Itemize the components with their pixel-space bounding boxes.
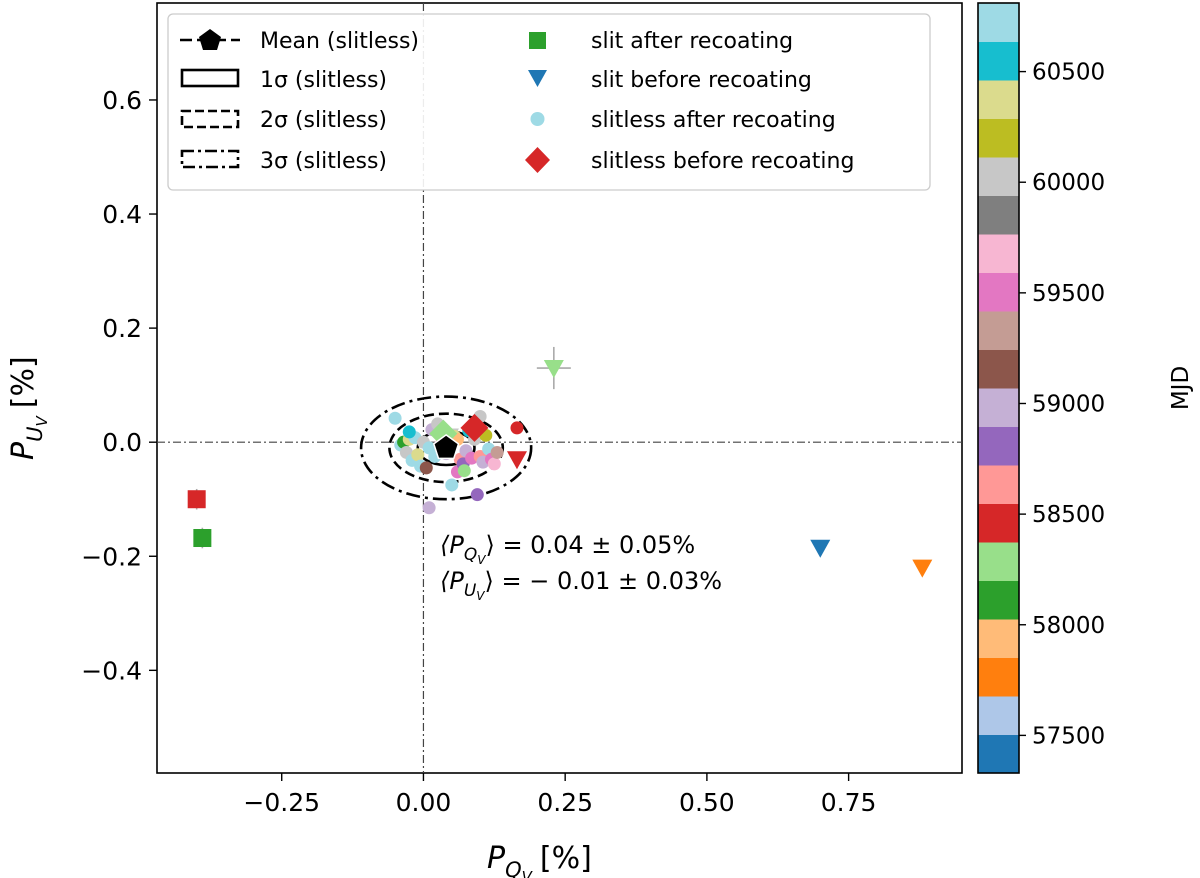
point-circle — [419, 461, 433, 475]
point-circle — [422, 501, 436, 515]
colorbar-segment — [978, 80, 1019, 119]
point-triangle-down — [912, 559, 933, 578]
colorbar-segment — [978, 465, 1019, 504]
colorbar-segment — [978, 195, 1019, 235]
colorbar-segment — [978, 657, 1019, 697]
legend-slitless-before-diamond-icon — [525, 147, 550, 173]
annotation-line-2: ⟨PUV⟩ = − 0.01 ± 0.03% — [440, 567, 722, 603]
colorbar-segment — [978, 619, 1019, 658]
data-points — [187, 346, 933, 578]
colorbar-tick-label: 60000 — [1032, 170, 1105, 196]
colorbar-segment — [978, 734, 1019, 774]
annotation-line-1: ⟨PQV⟩ = 0.04 ± 0.05% — [440, 531, 695, 567]
point-circle — [510, 421, 524, 435]
colorbar-segment — [978, 272, 1019, 312]
legend-mean-pentagon-icon — [199, 29, 221, 50]
colorbar-segment — [978, 234, 1019, 273]
point-square — [187, 490, 206, 509]
legend-slitless-after-circle-icon — [530, 112, 545, 126]
colorbar-segment — [978, 311, 1019, 350]
colorbar-segment — [978, 426, 1019, 466]
colorbar-tick-label: 60500 — [1032, 60, 1105, 86]
colorbar-label: MJD — [1168, 366, 1194, 410]
mean-annotation: ⟨PQV⟩ = 0.04 ± 0.05% ⟨PUV⟩ = − 0.01 ± 0.… — [440, 531, 722, 603]
y-tick-label: −0.4 — [81, 656, 142, 685]
point-triangle-down — [810, 539, 831, 558]
point-triangle-down — [543, 360, 564, 379]
x-axis-label: PQV[%] — [487, 841, 592, 878]
x-tick-label: 0.75 — [821, 788, 877, 817]
point-square — [193, 529, 212, 548]
colorbar-segments — [978, 3, 1019, 774]
colorbar-tick-label: 57500 — [1032, 723, 1105, 749]
legend-label-slit-after: slit after recoating — [591, 29, 793, 54]
colorbar-segment — [978, 3, 1019, 42]
colorbar-tick-label: 58500 — [1032, 502, 1105, 528]
point-circle — [470, 488, 484, 502]
colorbar-ticks: 57500 58000 58500 59000 59500 60000 60500 — [1019, 60, 1105, 749]
y-axis-ticks: −0.4 −0.2 0.0 0.2 0.4 0.6 — [81, 86, 157, 685]
y-axis-label: PUV[%] — [6, 356, 51, 460]
point-circle — [457, 464, 471, 478]
colorbar-segment — [978, 388, 1019, 427]
legend-label-sigma2: 2σ (slitless) — [260, 108, 387, 133]
point-circle — [490, 445, 504, 459]
sigma-ellipses — [359, 395, 533, 501]
point-circle — [402, 425, 416, 439]
point-circle — [487, 457, 501, 471]
legend-box — [167, 13, 931, 191]
legend-sigma3-box-icon — [180, 149, 240, 169]
legend-slit-after-square-icon — [529, 32, 546, 49]
colorbar-tick-label: 59500 — [1032, 281, 1105, 307]
point-diamond — [460, 413, 489, 442]
legend-label-sigma1: 1σ (slitless) — [260, 68, 387, 93]
legend-slit-before-triangle-icon — [528, 70, 547, 87]
legend-label-mean: Mean (slitless) — [260, 29, 419, 54]
colorbar-tick-label: 58000 — [1032, 613, 1105, 639]
y-tick-label: −0.2 — [81, 542, 142, 571]
colorbar-segment — [978, 580, 1019, 620]
point-triangle-down — [506, 451, 527, 470]
y-tick-label: 0.2 — [102, 314, 142, 343]
colorbar-segment — [978, 349, 1019, 389]
legend-label-slitless-after: slitless after recoating — [591, 108, 836, 133]
legend-label-slitless-before: slitless before recoating — [591, 149, 854, 174]
y-tick-label: 0.0 — [102, 428, 142, 457]
legend: Mean (slitless) 1σ (slitless) 2σ (slitle… — [167, 13, 931, 191]
colorbar-tick-label: 59000 — [1032, 391, 1105, 417]
point-circle — [445, 478, 459, 492]
y-tick-label: 0.6 — [102, 86, 142, 115]
colorbar-segment — [978, 118, 1019, 158]
legend-sigma2-box-icon — [180, 109, 240, 129]
x-axis-ticks: −0.25 0.00 0.25 0.50 0.75 — [243, 773, 876, 817]
colorbar-segment — [978, 542, 1019, 581]
point-circle — [388, 411, 402, 425]
mean-marker — [432, 433, 460, 460]
colorbar-frame — [977, 2, 1020, 774]
legend-label-sigma3: 3σ (slitless) — [260, 149, 387, 174]
x-tick-label: −0.25 — [243, 788, 320, 817]
x-tick-label: 0.25 — [537, 788, 593, 817]
colorbar: 57500 58000 58500 59000 59500 60000 60500 MJD — [977, 2, 1194, 774]
colorbar-segment — [978, 157, 1019, 196]
x-tick-label: 0.00 — [396, 788, 452, 817]
legend-label-slit-before: slit before recoating — [591, 68, 812, 93]
colorbar-segment — [978, 503, 1019, 543]
x-tick-label: 0.50 — [679, 788, 735, 817]
point-circle — [411, 448, 425, 462]
sigma-2-ellipse — [388, 412, 505, 484]
colorbar-segment — [978, 696, 1019, 735]
colorbar-segment — [978, 41, 1019, 81]
legend-sigma1-box-icon — [180, 68, 240, 88]
y-tick-label: 0.4 — [102, 200, 142, 229]
sigma-3-ellipse — [359, 395, 533, 501]
